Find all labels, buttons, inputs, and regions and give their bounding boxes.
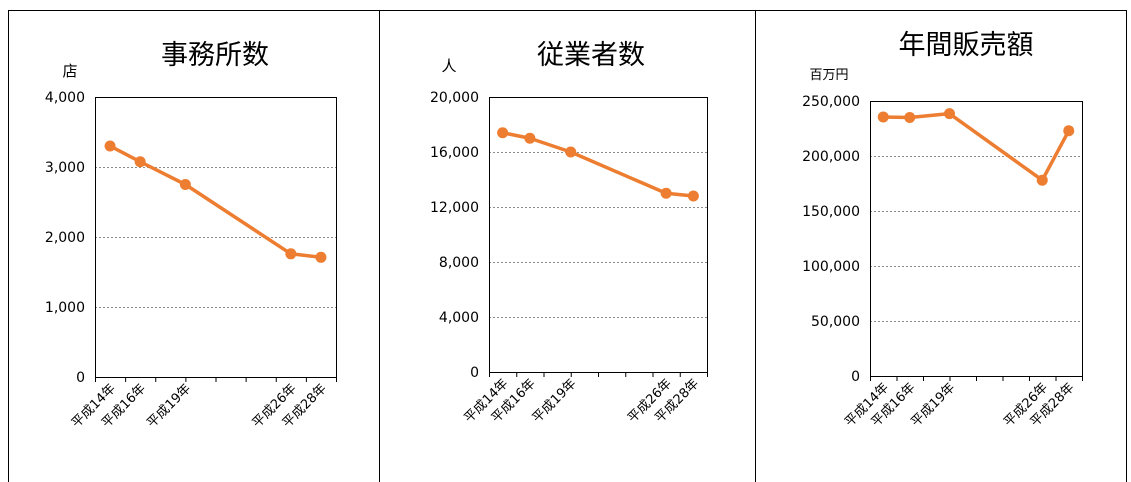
x-tick-label: 平成19年 bbox=[530, 376, 580, 426]
y-tick-label: 16,000 bbox=[430, 145, 479, 161]
y-tick-label: 0 bbox=[851, 369, 860, 385]
y-unit-label: 店 bbox=[62, 62, 77, 80]
data-point bbox=[497, 127, 509, 139]
outer-border bbox=[8, 10, 1127, 482]
y-tick-label: 3,000 bbox=[45, 160, 85, 176]
gridlines bbox=[95, 167, 336, 308]
data-point bbox=[285, 248, 297, 260]
chart-title: 従業者数 bbox=[537, 40, 645, 71]
data-point bbox=[565, 146, 577, 158]
data-point bbox=[660, 187, 672, 199]
y-tick-label: 50,000 bbox=[811, 314, 860, 330]
chart-title: 事務所数 bbox=[161, 40, 269, 71]
series-line bbox=[883, 111, 1071, 182]
data-point bbox=[179, 179, 191, 190]
x-tick-label: 平成19年 bbox=[144, 381, 194, 431]
y-tick-label: 12,000 bbox=[430, 200, 479, 216]
y-tick-label: 1,000 bbox=[45, 300, 85, 316]
data-point bbox=[524, 132, 536, 144]
chart-annual-sales: 年間販売額 百万円 0 50,000 100,000 150,000 200,000 25… bbox=[802, 30, 1083, 430]
data-point bbox=[134, 156, 146, 168]
plot-area bbox=[489, 97, 708, 373]
data-point bbox=[687, 190, 699, 202]
series bbox=[877, 108, 1075, 186]
y-axis: 0 1,000 2,000 3,000 4,000 bbox=[45, 90, 85, 386]
y-tick-label: 0 bbox=[76, 370, 85, 386]
y-axis: 0 4,000 8,000 12,000 16,000 20,000 bbox=[430, 90, 479, 381]
y-tick-label: 0 bbox=[470, 365, 479, 381]
y-tick-label: 2,000 bbox=[45, 230, 85, 246]
data-point bbox=[104, 140, 116, 152]
data-point bbox=[877, 111, 889, 123]
chart-offices: 事務所数 店 0 1,000 2,000 3,000 4,000 平成14年平成16年平… bbox=[45, 40, 337, 431]
series bbox=[104, 140, 327, 263]
chart-title: 年間販売額 bbox=[899, 30, 1034, 61]
chart-employees: 従業者数 人 0 4,000 8,000 12,000 16,000 20,000 平成1… bbox=[430, 40, 708, 426]
series bbox=[497, 127, 699, 202]
data-point bbox=[944, 108, 955, 120]
y-tick-label: 4,000 bbox=[45, 90, 85, 106]
y-tick-label: 100,000 bbox=[802, 259, 860, 275]
data-point bbox=[904, 112, 916, 123]
y-tick-label: 200,000 bbox=[802, 149, 860, 165]
y-tick-label: 150,000 bbox=[802, 204, 860, 220]
data-point bbox=[1036, 174, 1048, 186]
y-unit-label: 人 bbox=[441, 57, 456, 75]
gridlines bbox=[489, 152, 707, 318]
y-tick-label: 20,000 bbox=[430, 90, 479, 106]
data-point bbox=[1063, 125, 1075, 137]
data-point bbox=[315, 251, 327, 263]
gridlines bbox=[870, 156, 1082, 322]
y-tick-label: 4,000 bbox=[439, 310, 479, 326]
x-tick-label: 平成19年 bbox=[908, 380, 958, 430]
y-tick-label: 8,000 bbox=[439, 255, 479, 271]
y-unit-label: 百万円 bbox=[809, 68, 848, 83]
y-tick-label: 250,000 bbox=[802, 94, 860, 110]
y-axis: 0 50,000 100,000 150,000 200,000 250,000 bbox=[802, 94, 860, 385]
plot-area bbox=[870, 101, 1083, 377]
